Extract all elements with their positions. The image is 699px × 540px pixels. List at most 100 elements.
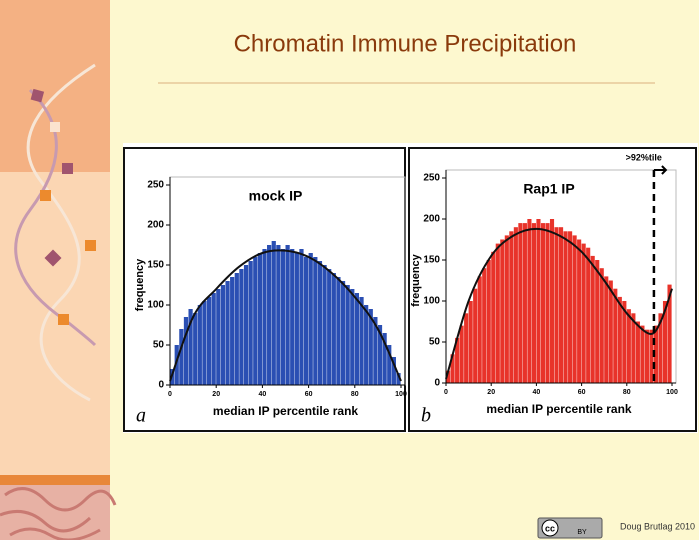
histogram-bar [658,313,663,383]
histogram-bar [455,337,460,383]
x-tick-label: 0 [168,391,172,398]
histogram-bar [188,309,193,385]
histogram-bar [450,354,455,383]
y-tick-label: 0 [434,378,440,389]
histogram-bar [604,276,609,383]
cc-text: cc [545,523,555,533]
diamond [85,240,96,251]
x-tick-label: 40 [259,391,267,398]
footer-credit: Doug Brutlag 2010 [620,521,695,531]
by-text: BY [577,529,587,536]
histogram-bar [581,243,586,383]
histogram-bar [518,223,523,383]
histogram-bar [234,273,239,385]
histogram-bar [622,301,627,383]
histogram-bar [491,251,496,383]
slide-title: Chromatin Immune Precipitation [234,30,577,57]
histogram-bar [617,296,622,383]
x-axis-label: median IP percentile rank [486,402,631,416]
histogram-bar [202,301,207,385]
histogram-bar [572,235,577,383]
histogram-bar [345,285,350,385]
histogram-bar [391,357,396,385]
y-tick-label: 200 [147,220,164,231]
histogram-bar [368,309,373,385]
histogram-bar [331,273,336,385]
cc-circle [541,519,559,537]
x-axis-label: median IP percentile rank [213,404,358,418]
x-tick-label: 40 [533,389,541,396]
histogram-bar [317,261,323,385]
y-tick-label: 100 [147,300,164,311]
y-tick-label: 150 [423,255,440,266]
histogram-bar [540,223,546,383]
fit-curve [169,249,402,382]
histogram-bar [554,227,559,383]
histogram-bar [359,297,364,385]
histogram-bar [387,345,392,385]
histogram-bar [504,235,509,383]
diamond [50,122,60,132]
y-tick-label: 100 [423,296,440,307]
histogram-bar [536,219,541,383]
histogram-bar [377,325,383,385]
side-band-middle [0,172,110,475]
histogram-bar [568,231,573,383]
histogram-bar [635,321,640,383]
fit-curve [445,227,673,380]
histogram-bar [522,223,527,383]
histogram-bar [482,268,487,383]
histogram-bar [373,317,378,385]
histogram-bar [313,257,318,385]
threshold-arrow [653,165,668,175]
y-tick-label: 250 [423,173,440,184]
panel-frame [408,147,697,432]
histogram-bar [613,288,618,383]
histogram-bar [336,277,341,385]
histogram-bar [290,249,295,385]
histogram-bar [285,245,290,385]
histogram-bar [197,305,202,385]
panel-letter: b [421,405,431,427]
histogram-bar [527,219,532,383]
histogram-bar [271,241,276,385]
histogram-bar [193,313,198,385]
y-axis-label: frequency [134,258,146,311]
histogram-bar [590,255,595,383]
histogram-bar [644,329,649,383]
x-tick-label: 20 [212,391,220,398]
histogram-bar [513,227,518,383]
histogram-bar [276,245,281,385]
wave-line [26,63,96,402]
histogram-bar [267,245,272,385]
histogram-bar [509,231,514,383]
diamond [40,190,51,201]
histogram-bar [183,317,189,385]
histogram-bar [253,257,258,385]
y-tick-label: 0 [158,380,164,391]
histogram-bar [248,261,253,385]
wave-line [14,88,97,347]
histogram-bar [500,239,505,383]
histogram-bar [559,227,564,383]
x-tick-label: 20 [487,389,495,396]
histogram-bar [350,289,355,385]
histogram-bar [382,333,387,385]
histogram-bar [653,325,659,383]
x-tick-label: 100 [666,389,678,396]
x-tick-label: 0 [444,389,448,396]
histogram-bar [220,285,226,385]
histogram-bar [230,277,235,385]
histogram-bar [477,276,482,383]
histogram-bar [545,223,550,383]
y-tick-label: 50 [429,337,441,348]
histogram-bar [354,293,360,385]
histogram-bar [473,288,478,383]
chart-title: Rap1 IP [523,181,574,197]
histogram-bar [563,231,568,383]
histogram-bar [211,293,216,385]
histogram-bar [640,325,645,383]
histogram-bar [303,257,309,385]
histogram-bar [626,309,631,383]
